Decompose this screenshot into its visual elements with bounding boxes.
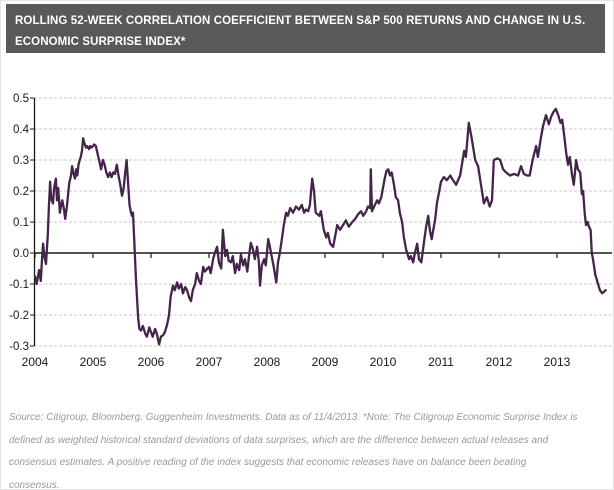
gridlines: [34, 97, 612, 347]
svg-text:0.4: 0.4: [13, 124, 30, 136]
source-note-line-2: defined as weighted historical standard …: [9, 434, 549, 446]
svg-text:-0.1: -0.1: [9, 279, 29, 291]
svg-text:0.0: 0.0: [13, 248, 29, 260]
svg-text:-0.3: -0.3: [9, 341, 29, 353]
svg-text:2012: 2012: [486, 355, 513, 369]
svg-text:0.3: 0.3: [13, 155, 29, 167]
chart-title-line-1: ROLLING 52-WEEK CORRELATION COEFFICIENT …: [15, 15, 586, 27]
svg-text:2008: 2008: [254, 355, 281, 369]
svg-text:2006: 2006: [138, 355, 165, 369]
y-axis: 0.5 0.4 0.3 0.2 0.1 0.0 -0.1 -0.2 -0.3: [9, 93, 36, 353]
chart-title-bar: ROLLING 52-WEEK CORRELATION COEFFICIENT …: [6, 4, 605, 53]
svg-text:2009: 2009: [312, 355, 339, 369]
svg-text:2007: 2007: [196, 355, 223, 369]
correlation-series-line: [33, 107, 607, 346]
source-note-line-1: Source: Citigroup, Bloomberg, Guggenheim…: [9, 412, 578, 423]
source-note-line-4: consensus.: [9, 479, 60, 490]
x-axis: 2004 2005 2006 2007 2008 2009 2010 2011 2012 2013: [22, 252, 612, 369]
svg-text:2010: 2010: [370, 355, 397, 369]
svg-text:0.5: 0.5: [13, 93, 29, 105]
svg-text:2004: 2004: [22, 355, 49, 369]
source-note: Source: Citigroup, Bloomberg, Guggenheim…: [9, 407, 609, 490]
svg-text:2011: 2011: [428, 355, 454, 369]
svg-text:-0.2: -0.2: [9, 310, 29, 322]
source-note-line-3: consensus estimates. A positive reading …: [9, 457, 527, 469]
svg-text:2013: 2013: [544, 355, 571, 369]
svg-text:0.1: 0.1: [13, 217, 29, 229]
chart-title-line-2: ECONOMIC SURPRISE INDEX*: [15, 35, 186, 48]
svg-text:0.2: 0.2: [13, 186, 29, 198]
svg-text:2005: 2005: [80, 355, 107, 369]
